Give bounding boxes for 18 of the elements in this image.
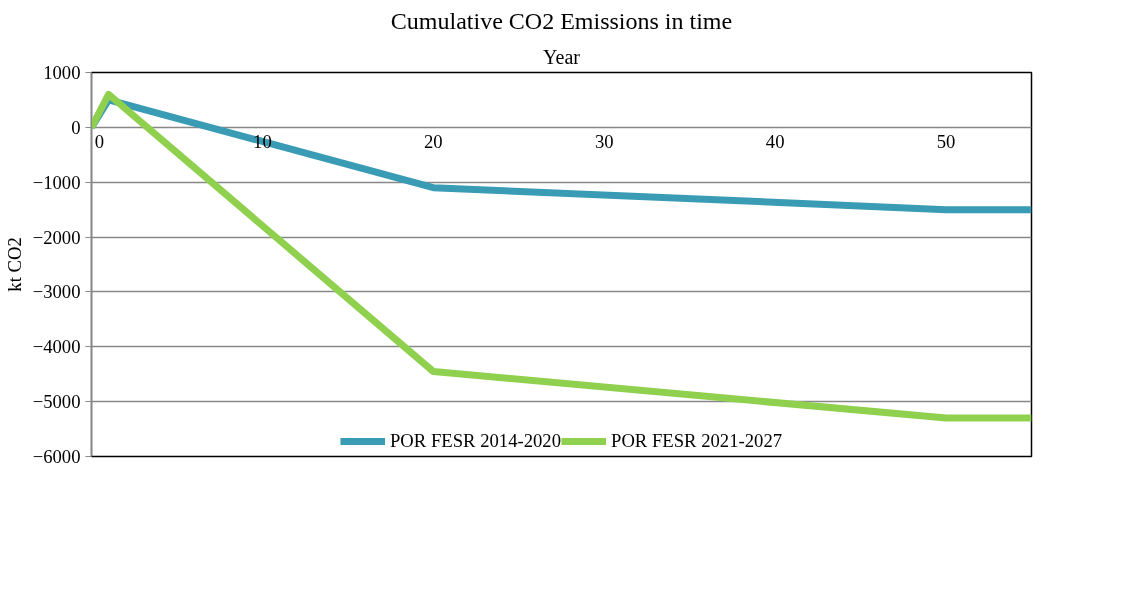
legend-label: POR FESR 2014-2020 [389,430,561,452]
x-axis-title: Year [543,45,581,68]
y-tick-label: −6000 [32,446,81,467]
x-tick-label: 30 [594,131,614,153]
legend-label: POR FESR 2021-2027 [611,430,783,452]
y-tick-label: −1000 [32,171,81,193]
x-tick-label: 0 [94,131,105,153]
y-tick-label: 0 [71,116,81,138]
y-axis-title: kt CO2 [3,237,25,292]
y-tick-label: −2000 [32,226,81,248]
x-tick-label: 50 [936,131,956,153]
x-tick-label: 40 [765,131,785,153]
y-tick-label: 1000 [43,62,81,83]
y-tick-label: −5000 [32,391,81,413]
y-tick-label: −4000 [32,336,81,358]
x-tick-label: 20 [423,131,443,153]
y-tick-label: −3000 [32,281,81,303]
chart-title: Cumulative CO2 Emissions in time [390,7,733,34]
